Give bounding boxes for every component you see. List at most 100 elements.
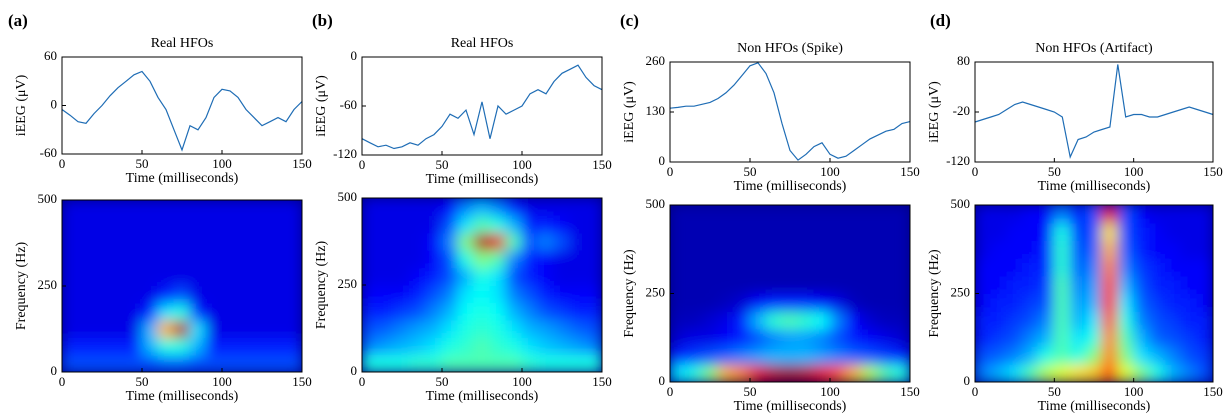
heatmap-cell: [221, 216, 239, 235]
heatmap-cell: [553, 354, 571, 372]
heatmap-cell: [1180, 328, 1198, 348]
heatmap-cell: [285, 200, 302, 218]
signal-line: [361, 64, 603, 150]
heatmap-cell: [975, 239, 992, 259]
heatmap-cell: [861, 275, 879, 294]
heatmap-cell: [62, 337, 79, 356]
heatmap-cell: [829, 239, 847, 259]
heatmap-cell: [1101, 346, 1119, 365]
heatmap-cell: [93, 354, 111, 372]
x-tick-label: 150: [1203, 384, 1223, 399]
heatmap-cell: [1133, 239, 1151, 259]
heatmap-cell: [877, 222, 895, 241]
heatmap-cell: [975, 310, 992, 330]
heatmap-cell: [1149, 222, 1166, 241]
heatmap-cell: [1037, 346, 1055, 365]
x-tick-label: 100: [1124, 164, 1144, 179]
heatmap-cell: [377, 354, 395, 372]
heatmap-cell: [237, 251, 255, 270]
heatmap: [975, 205, 1213, 382]
heatmap-cell: [717, 239, 735, 259]
heatmap-cell: [670, 346, 687, 365]
heatmap-cell: [269, 319, 287, 339]
heatmap-cell: [269, 216, 287, 235]
heatmap-cell: [237, 216, 255, 235]
heatmap-cell: [1069, 346, 1087, 365]
heatmap-cell: [1117, 275, 1135, 294]
y-tick-label: 0: [351, 48, 358, 63]
heatmap-cell: [1133, 363, 1151, 382]
heatmap-cell: [1069, 363, 1087, 382]
y-tick-label: 0: [659, 153, 666, 168]
heatmap-cell: [797, 346, 815, 365]
heatmap-cell: [685, 346, 703, 365]
heatmap-cell: [813, 275, 831, 294]
heatmap-cell: [221, 251, 239, 270]
heatmap-cell: [990, 222, 1008, 241]
heatmap-cell: [813, 239, 831, 259]
heatmap-cell: [1022, 257, 1039, 277]
heatmap-cell: [717, 257, 735, 277]
heatmap-cell: [990, 257, 1008, 277]
x-tick-label: 50: [1048, 384, 1061, 399]
heatmap-cell: [1053, 205, 1071, 224]
heatmap-cell: [1180, 346, 1198, 365]
heatmap-cell: [473, 319, 491, 338]
heatmap-cell: [77, 285, 95, 304]
heatmap-cell: [505, 249, 523, 269]
heatmap-cells: [670, 205, 910, 382]
heatmap-cell: [1006, 275, 1024, 294]
heatmap-cell: [781, 239, 799, 259]
heatmap-cell: [253, 319, 271, 339]
heatmap-cell: [489, 354, 507, 372]
y-axis-label: iEEG (μV): [314, 75, 329, 137]
x-tick-label: 150: [292, 374, 312, 389]
heatmap-cell: [425, 284, 443, 303]
heatmap-cell: [62, 319, 79, 339]
heatmap-cell: [1180, 257, 1198, 277]
heatmap-cell: [1117, 222, 1135, 241]
heatmap-cell: [521, 249, 539, 269]
heatmap-cell: [1101, 257, 1119, 277]
heatmap-cell: [845, 205, 863, 224]
heatmap-cell: [765, 293, 783, 312]
heatmap-cell: [362, 284, 379, 303]
heatmap-cell: [829, 328, 847, 348]
heatmap-cell: [457, 284, 475, 303]
heatmap-cell: [585, 301, 602, 321]
heatmap-cell: [1006, 328, 1024, 348]
heatmap-cell: [285, 319, 302, 339]
heatmap-cell: [377, 267, 395, 286]
x-tick-label: 150: [900, 384, 920, 399]
heatmap-cell: [221, 302, 239, 321]
panel-label: (c): [620, 11, 639, 30]
x-tick-label: 0: [59, 156, 66, 171]
heatmap-cell: [749, 205, 767, 224]
heatmap-cell: [1037, 328, 1055, 348]
heatmap-cell: [975, 257, 992, 277]
heatmap-cell: [141, 337, 159, 356]
heatmap-cell: [845, 257, 863, 277]
heatmap-cell: [457, 267, 475, 286]
heatmap-cell: [393, 214, 411, 234]
heatmap-cell: [845, 293, 863, 312]
heatmap-cell: [1164, 257, 1182, 277]
heatmap-cell: [1085, 363, 1103, 382]
heatmap-cell: [141, 354, 159, 372]
heatmap-cell: [553, 198, 571, 216]
heatmap-cell: [1149, 363, 1166, 382]
heatmap-cell: [701, 328, 719, 348]
heatmap-cell: [457, 354, 475, 372]
heatmap-cell: [975, 293, 992, 312]
heatmap-cell: [749, 293, 767, 312]
heatmap-cell: [781, 328, 799, 348]
heatmap-cell: [975, 205, 992, 224]
heatmap-cell: [990, 346, 1008, 365]
heatmap-cell: [109, 302, 127, 321]
heatmap: [362, 198, 602, 372]
heatmap-cell: [1133, 205, 1151, 224]
y-tick-label: 130: [646, 103, 666, 118]
heatmap-cell: [877, 239, 895, 259]
heatmap-cell: [670, 222, 687, 241]
heatmap-cell: [569, 232, 587, 251]
